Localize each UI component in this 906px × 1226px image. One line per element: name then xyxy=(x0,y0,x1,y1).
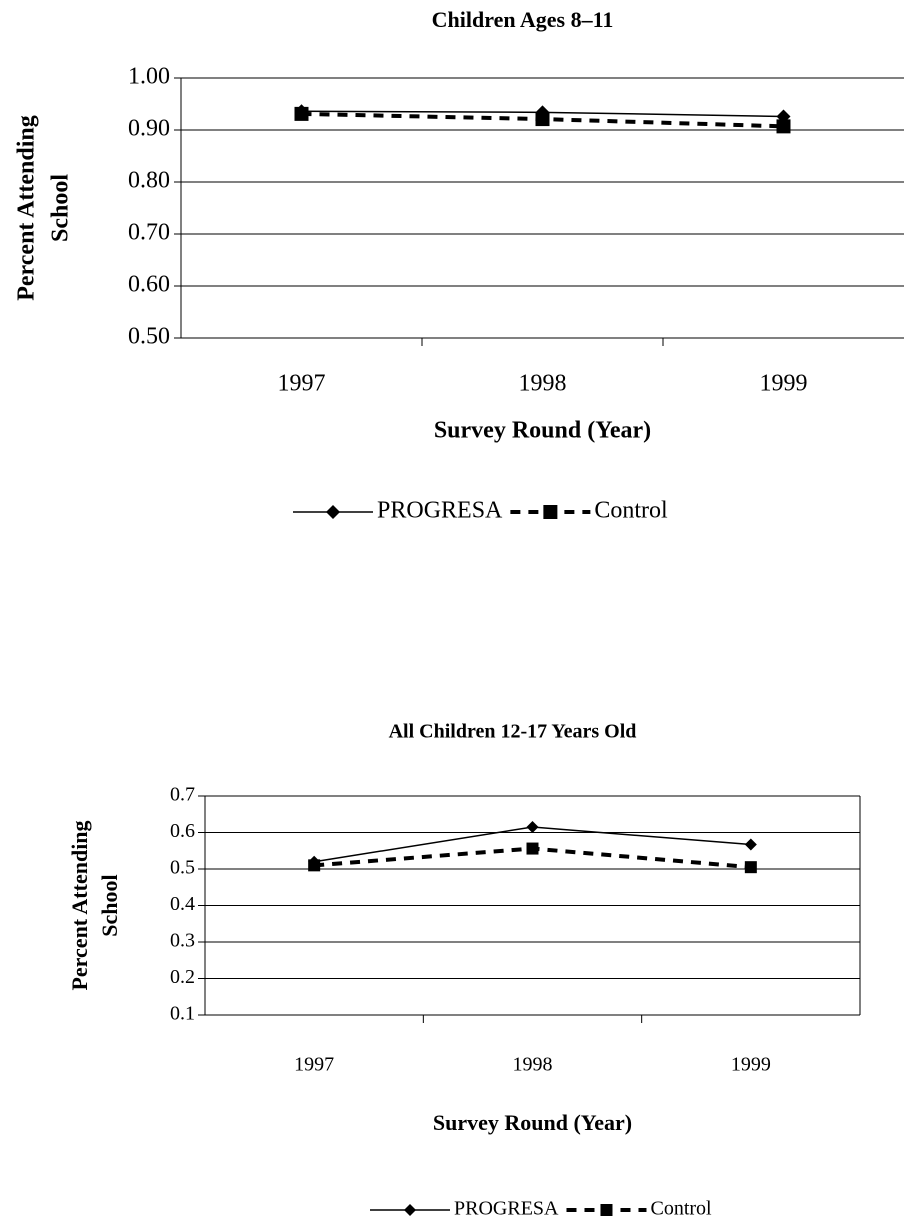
marker xyxy=(526,821,539,834)
marker xyxy=(308,859,321,872)
y-axis-label: Percent Attending xyxy=(14,115,40,301)
marker xyxy=(776,119,791,134)
x-axis-label: Survey Round (Year) xyxy=(434,418,651,444)
legend-label: Control xyxy=(594,498,668,524)
x-tick-label: 1997 xyxy=(294,1054,334,1076)
x-axis-label: Survey Round (Year) xyxy=(433,1110,632,1135)
legend-label: PROGRESA xyxy=(377,498,503,524)
legend-marker xyxy=(326,505,340,519)
marker xyxy=(526,842,539,855)
y-axis-label: School xyxy=(97,874,122,936)
chart-title: All Children 12-17 Years Old xyxy=(389,721,637,743)
y-tick-label: 0.50 xyxy=(128,324,170,350)
marker xyxy=(744,861,757,874)
legend-marker xyxy=(543,505,558,519)
y-tick-label: 0.4 xyxy=(170,893,195,915)
x-tick-label: 1997 xyxy=(278,371,326,397)
y-axis-label: School xyxy=(48,174,74,242)
x-tick-label: 1998 xyxy=(519,371,567,397)
x-tick-label: 1998 xyxy=(513,1054,553,1076)
y-axis-label: Percent Attending xyxy=(67,820,92,990)
marker xyxy=(294,106,309,121)
y-tick-label: 0.80 xyxy=(128,168,170,194)
legend-label: PROGRESA xyxy=(454,1198,559,1220)
marker xyxy=(535,112,550,127)
y-tick-label: 0.60 xyxy=(128,272,170,298)
chart-title: Children Ages 8–11 xyxy=(432,7,614,32)
y-tick-label: 0.6 xyxy=(170,820,195,842)
marker xyxy=(744,838,757,851)
legend-marker xyxy=(404,1204,416,1216)
y-tick-label: 0.3 xyxy=(170,930,195,952)
y-tick-label: 0.90 xyxy=(128,116,170,142)
y-tick-label: 0.5 xyxy=(170,857,195,879)
y-tick-label: 0.7 xyxy=(170,784,195,806)
y-tick-label: 0.2 xyxy=(170,966,195,988)
y-tick-label: 0.70 xyxy=(128,220,170,246)
x-tick-label: 1999 xyxy=(760,371,808,397)
y-tick-label: 1.00 xyxy=(128,64,170,90)
legend-label: Control xyxy=(650,1198,712,1220)
y-tick-label: 0.1 xyxy=(170,1003,195,1025)
legend-marker xyxy=(600,1204,613,1216)
x-tick-label: 1999 xyxy=(731,1054,771,1076)
